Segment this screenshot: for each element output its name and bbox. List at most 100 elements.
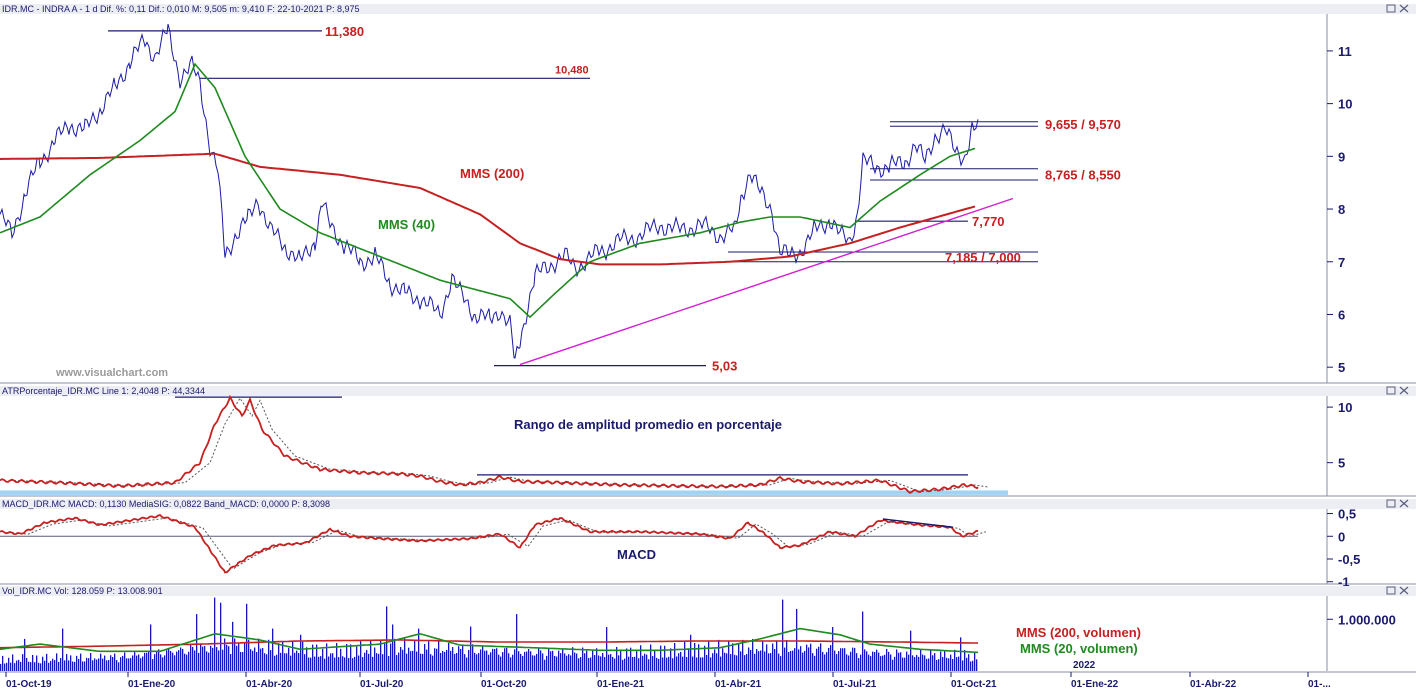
volume-bar [428, 641, 430, 671]
volume-bar [756, 649, 758, 671]
volume-bar [590, 657, 592, 671]
volume-bar [614, 658, 616, 671]
sma40-series [0, 62, 976, 319]
volume-bar [372, 656, 374, 671]
x-tick-label: 01-... [1308, 679, 1331, 690]
price-ytick-label: 11 [1338, 44, 1352, 59]
volume-bar [136, 655, 138, 671]
volume-bar [450, 650, 452, 671]
volume-ytick-label: 1.000.000 [1338, 612, 1396, 627]
volume-bar [836, 654, 838, 671]
volume-bar [156, 650, 158, 671]
volume-bar [4, 663, 6, 671]
volume-bar [220, 602, 222, 671]
volume-bar [98, 658, 100, 671]
volume-bar [594, 655, 596, 671]
volume-bar [914, 657, 916, 671]
atr-maximize-icon[interactable] [1386, 386, 1396, 395]
macd-maximize-icon[interactable] [1386, 499, 1396, 508]
volume-bar [238, 642, 240, 671]
volume-bar [122, 655, 124, 671]
volume-bar [368, 653, 370, 671]
volume-bar [920, 649, 922, 671]
volume-bar [226, 644, 228, 671]
atr-panel: ATRPorcentaje_IDR.MC Line 1: 2,4048 P: 4… [0, 386, 1416, 497]
volume-bar [278, 643, 280, 671]
volume-bar [300, 634, 302, 671]
volume-bar [474, 652, 476, 671]
x-tick-label: 01-Oct-19 [6, 679, 52, 690]
volume-bar [332, 653, 334, 671]
volume-maximize-icon[interactable] [1386, 586, 1396, 595]
volume-bar [354, 656, 356, 671]
volume-bar [382, 654, 384, 671]
volume-bar [168, 649, 170, 671]
volume-bar [130, 658, 132, 671]
volume-bar [146, 652, 148, 671]
sma200-label: MMS (200) [460, 166, 524, 181]
price-close-icon[interactable] [1399, 4, 1409, 13]
volume-bar [642, 655, 644, 671]
volume-bar [740, 651, 742, 671]
volume-bar [964, 650, 966, 671]
volume-bar [506, 647, 508, 671]
volume-bar [384, 642, 386, 671]
volume-bar [282, 641, 284, 671]
volume-bar [454, 653, 456, 671]
volume-bar [844, 648, 846, 671]
macd-header-bar [0, 499, 1416, 509]
volume-bar [310, 657, 312, 671]
volume-bar [910, 630, 912, 671]
volume-bar [312, 644, 314, 671]
volume-bar [622, 659, 624, 671]
volume-bar [666, 657, 668, 671]
volume-bar [924, 655, 926, 671]
volume-bar [182, 648, 184, 671]
volume-bar [484, 650, 486, 671]
volume-bar [630, 647, 632, 671]
volume-close-icon[interactable] [1399, 586, 1409, 595]
volume-bar [956, 657, 958, 671]
volume-bar [814, 655, 816, 671]
volume-bar [686, 656, 688, 671]
level-label: 7,185 / 7,000 [945, 250, 1021, 265]
volume-bar [568, 654, 570, 671]
volume-bar [476, 654, 478, 671]
volume-bar [280, 652, 282, 671]
volume-bar [600, 656, 602, 671]
volume-bar [976, 659, 978, 671]
volume-bar [6, 662, 8, 671]
volume-bar [726, 653, 728, 671]
volume-bar [44, 660, 46, 671]
volume-bar [824, 654, 826, 671]
volume-bar [408, 647, 410, 671]
volume-bar [804, 651, 806, 671]
year-label: 2022 [1073, 660, 1096, 671]
volume-bar [598, 655, 600, 671]
volume-bar [174, 655, 176, 671]
volume-bar [118, 662, 120, 671]
volume-bar [946, 657, 948, 671]
volume-bar [768, 653, 770, 671]
volume-bar [458, 646, 460, 671]
atr-close-icon[interactable] [1399, 386, 1409, 395]
volume-bar [52, 658, 54, 671]
volume-bar [444, 651, 446, 671]
volume-bar [934, 653, 936, 671]
volume-bar [830, 645, 832, 671]
volume-bar [162, 657, 164, 671]
volume-bar [218, 650, 220, 671]
volume-bar [212, 647, 214, 671]
volume-bar [206, 651, 208, 671]
volume-bar [842, 648, 844, 671]
macd-header: MACD_IDR.MC MACD: 0,1130 MediaSIG: 0,082… [2, 499, 330, 509]
volume-bar [28, 661, 30, 671]
macd-close-icon[interactable] [1399, 499, 1409, 508]
volume-bar [350, 644, 352, 671]
volume-bar [224, 638, 226, 671]
volume-bar [942, 657, 944, 671]
volume-bar [668, 656, 670, 671]
volume-bar [74, 661, 76, 671]
volume-bar [230, 654, 232, 671]
price-maximize-icon[interactable] [1386, 4, 1396, 13]
